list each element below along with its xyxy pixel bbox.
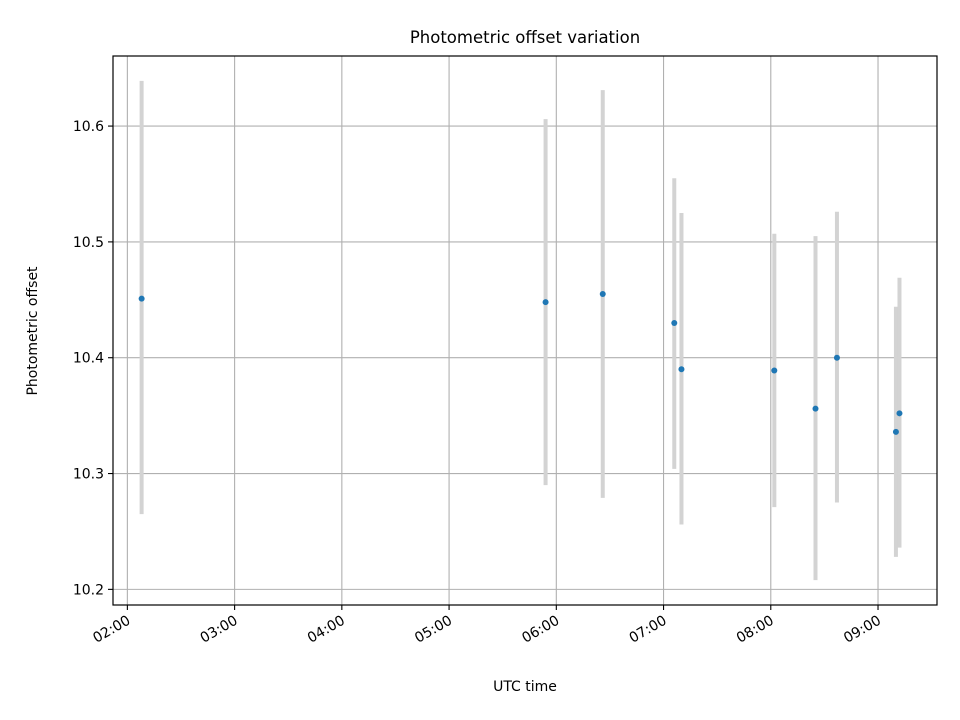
data-point — [812, 405, 819, 412]
y-tick-label: 10.6 — [73, 119, 104, 135]
y-tick-label: 10.3 — [73, 467, 104, 483]
data-point — [771, 367, 778, 374]
chart-title: Photometric offset variation — [410, 28, 640, 47]
data-points — [138, 291, 903, 435]
grid — [113, 56, 937, 605]
data-point — [599, 291, 606, 298]
y-tick-label: 10.2 — [73, 582, 104, 598]
data-point — [671, 319, 678, 326]
data-point — [542, 299, 549, 306]
data-point — [138, 295, 145, 302]
y-axis-label: Photometric offset — [25, 266, 41, 396]
y-axis: 10.2 10.3 10.4 10.5 10.6 — [73, 119, 113, 598]
y-tick-label: 10.4 — [73, 351, 104, 367]
data-point — [892, 428, 899, 435]
data-point — [896, 410, 903, 417]
y-tick-label: 10.5 — [73, 235, 104, 251]
data-point — [833, 354, 840, 361]
data-point — [678, 366, 685, 373]
plot-frame — [112, 55, 938, 606]
x-axis-label: UTC time — [493, 679, 557, 695]
